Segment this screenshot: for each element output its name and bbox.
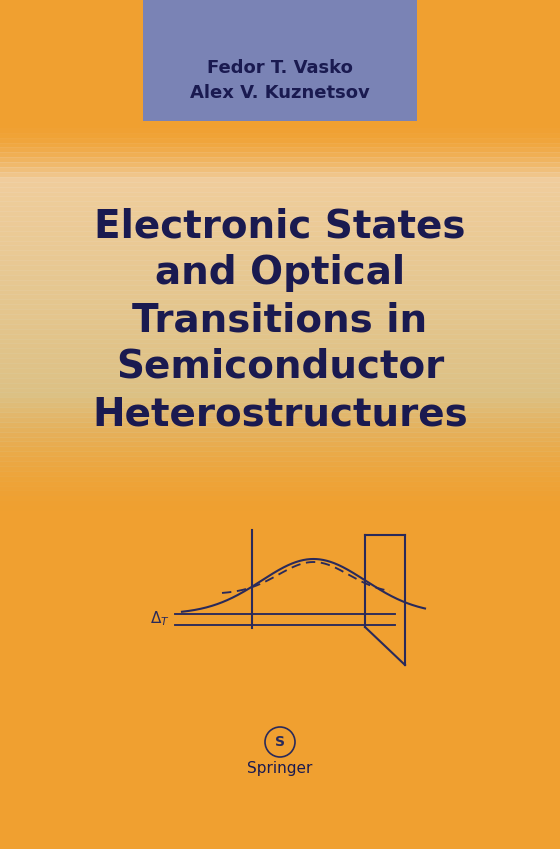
Bar xyxy=(0,431,560,437)
Bar xyxy=(143,6,417,121)
Bar xyxy=(0,171,560,177)
Bar xyxy=(0,323,560,329)
Bar xyxy=(0,256,560,261)
Text: $\Delta_T$: $\Delta_T$ xyxy=(150,610,170,628)
Bar xyxy=(0,495,560,501)
Bar xyxy=(0,436,560,442)
Bar xyxy=(0,167,560,173)
Bar xyxy=(0,387,560,393)
Bar xyxy=(0,290,560,295)
Bar xyxy=(0,491,560,497)
Bar xyxy=(143,0,417,115)
Bar xyxy=(0,309,560,315)
Bar xyxy=(0,182,560,188)
Bar xyxy=(0,392,560,398)
Bar xyxy=(0,118,560,124)
Bar xyxy=(0,128,560,133)
Text: Fedor T. Vasko: Fedor T. Vasko xyxy=(207,59,353,77)
Bar xyxy=(0,451,560,457)
Bar xyxy=(0,422,560,428)
Bar xyxy=(0,187,560,193)
Bar xyxy=(0,334,560,340)
Bar xyxy=(0,201,560,207)
Bar xyxy=(0,378,560,384)
Bar xyxy=(0,152,560,158)
Bar xyxy=(0,275,560,281)
Bar xyxy=(0,192,560,198)
Bar xyxy=(0,250,560,256)
Bar xyxy=(0,314,560,320)
Bar xyxy=(0,505,560,511)
Bar xyxy=(0,132,560,138)
Bar xyxy=(0,363,560,369)
Bar xyxy=(0,329,560,335)
Text: Springer: Springer xyxy=(248,761,312,775)
Bar xyxy=(0,397,560,403)
Bar xyxy=(0,265,560,271)
Bar xyxy=(0,162,560,168)
Text: S: S xyxy=(275,735,285,749)
Bar xyxy=(0,475,560,481)
Bar xyxy=(0,260,560,266)
Bar xyxy=(0,481,560,486)
Bar xyxy=(0,284,560,290)
Text: Alex V. Kuznetsov: Alex V. Kuznetsov xyxy=(190,84,370,102)
Bar xyxy=(0,486,560,492)
Bar xyxy=(0,148,560,154)
Bar xyxy=(0,466,560,472)
Bar xyxy=(0,417,560,423)
Bar xyxy=(0,240,560,246)
Bar xyxy=(0,358,560,364)
Bar xyxy=(0,441,560,447)
Bar xyxy=(0,206,560,212)
Bar xyxy=(0,343,560,349)
Bar xyxy=(0,245,560,251)
Bar xyxy=(0,373,560,379)
Bar xyxy=(0,138,560,143)
Bar xyxy=(0,196,560,202)
Bar xyxy=(0,427,560,433)
Bar xyxy=(0,270,560,276)
Bar xyxy=(0,447,560,453)
Bar xyxy=(0,471,560,476)
Bar xyxy=(0,231,560,237)
Bar xyxy=(0,157,560,163)
Bar xyxy=(0,408,560,413)
Bar xyxy=(0,456,560,462)
Bar xyxy=(0,221,560,227)
Bar xyxy=(0,353,560,359)
Bar xyxy=(0,461,560,467)
Bar xyxy=(0,177,560,183)
Bar xyxy=(0,402,560,408)
Bar xyxy=(0,319,560,325)
Bar xyxy=(0,412,560,418)
Bar xyxy=(0,216,560,222)
Bar xyxy=(0,500,560,506)
Bar xyxy=(0,339,560,345)
Bar xyxy=(0,368,560,374)
Text: Electronic States
and Optical
Transitions in
Semiconductor
Heterostructures: Electronic States and Optical Transition… xyxy=(92,207,468,433)
Bar xyxy=(0,383,560,389)
Bar xyxy=(0,211,560,217)
Bar xyxy=(0,123,560,129)
Bar xyxy=(0,295,560,301)
Bar xyxy=(0,304,560,310)
Bar xyxy=(0,143,560,149)
Bar xyxy=(0,226,560,232)
Bar xyxy=(0,279,560,285)
Bar xyxy=(0,348,560,354)
Bar xyxy=(0,236,560,241)
Bar xyxy=(0,300,560,305)
